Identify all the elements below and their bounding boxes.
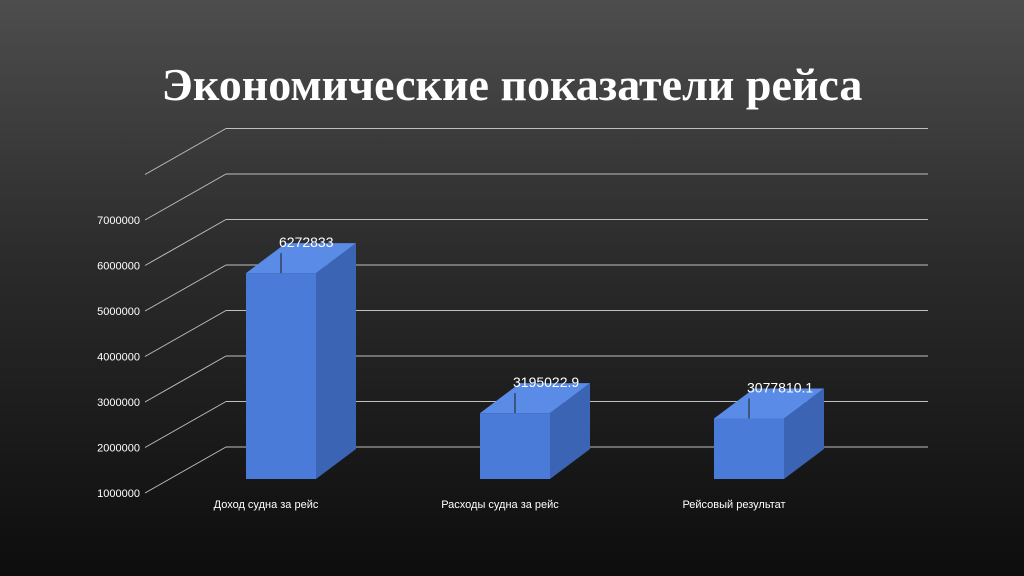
bar: [714, 418, 784, 479]
x-category-label: Доход судна за рейс: [214, 499, 319, 511]
y-tick-label: 2000000: [97, 443, 140, 455]
gridline-depth: [144, 401, 227, 448]
data-label: 3195022.9: [513, 374, 579, 390]
gridline-depth: [144, 173, 227, 221]
gridline-depth: [144, 310, 227, 357]
bar: [246, 273, 316, 479]
data-label: 6272833: [279, 234, 334, 250]
gridline-depth: [144, 355, 227, 403]
bar-top: [714, 388, 824, 419]
gridline-depth: [144, 264, 227, 312]
bar-top: [246, 243, 356, 274]
gridline-depth: [144, 446, 227, 494]
bar-top: [480, 383, 590, 414]
bar-side: [784, 388, 824, 479]
x-category-label: Рейсовый результат: [682, 499, 785, 511]
gridline-depth: [144, 128, 227, 175]
bar-side: [550, 383, 590, 479]
y-tick-label: 5000000: [97, 306, 140, 318]
data-label: 3077810.1: [747, 379, 813, 395]
y-tick-label: 6000000: [97, 261, 140, 273]
y-tick-label: 4000000: [97, 352, 140, 364]
bar-side: [316, 243, 356, 479]
bar: [480, 413, 550, 479]
x-category-label: Расходы судна за рейс: [441, 499, 559, 511]
y-tick-label: 7000000: [97, 215, 140, 227]
gridline-depth: [144, 219, 227, 266]
slide-title: Экономические показатели рейса: [161, 59, 863, 110]
y-tick-label: 3000000: [97, 397, 140, 409]
y-tick-label: 1000000: [97, 488, 140, 500]
